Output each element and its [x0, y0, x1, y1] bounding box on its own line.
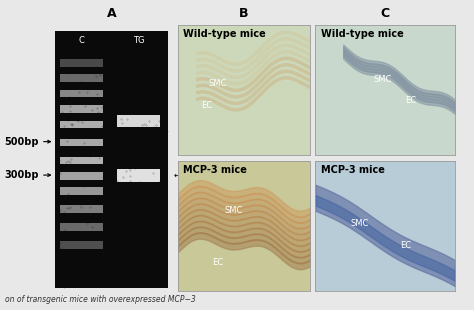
Text: SMC: SMC: [209, 79, 227, 88]
Bar: [60, 139, 103, 146]
Bar: [60, 206, 103, 213]
Text: C: C: [79, 36, 85, 45]
Bar: [117, 169, 160, 182]
Bar: [60, 172, 103, 180]
Text: EC: EC: [212, 258, 223, 267]
Text: SMC: SMC: [351, 219, 369, 228]
Bar: [60, 74, 103, 82]
Text: A: A: [107, 7, 116, 20]
Bar: [60, 121, 103, 128]
Bar: [60, 59, 103, 67]
Text: on of transgenic mice with overexpressed MCP−3: on of transgenic mice with overexpressed…: [5, 295, 195, 304]
Bar: [60, 157, 103, 164]
Bar: [60, 188, 103, 195]
Text: ←294bp: ←294bp: [174, 170, 208, 179]
Text: 500bp: 500bp: [4, 137, 38, 147]
Text: MCP-3 mice: MCP-3 mice: [183, 165, 247, 175]
Text: TG: TG: [133, 36, 145, 45]
Text: Wild-type mice: Wild-type mice: [183, 29, 266, 39]
Text: 300bp: 300bp: [4, 170, 38, 180]
Text: C: C: [381, 7, 390, 20]
Text: MCP-3 mice: MCP-3 mice: [321, 165, 385, 175]
Bar: [60, 224, 103, 231]
Text: SMC: SMC: [224, 206, 243, 215]
Text: EC: EC: [201, 101, 212, 110]
Bar: [60, 241, 103, 249]
Text: Wild-type mice: Wild-type mice: [321, 29, 403, 39]
Bar: [60, 105, 103, 113]
Text: EC: EC: [401, 241, 411, 250]
Text: EC: EC: [405, 96, 416, 105]
Bar: [60, 90, 103, 97]
Text: B: B: [239, 7, 249, 20]
Bar: [117, 115, 160, 127]
Text: SMC: SMC: [373, 75, 392, 84]
